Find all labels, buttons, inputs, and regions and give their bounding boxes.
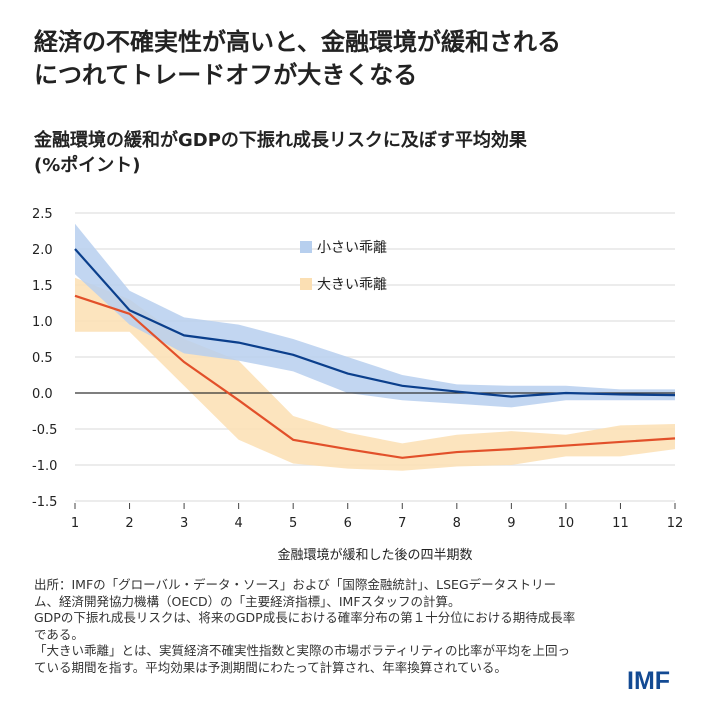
confidence-band	[75, 223, 675, 408]
x-tick-label: 3	[180, 516, 188, 531]
headline: 経済の不確実性が高いと、金融環境が緩和される につれてトレードオフが大きくなる	[34, 28, 562, 89]
x-tick-label: 5	[289, 516, 297, 531]
y-tick-label: -1.5	[32, 495, 57, 510]
y-tick-label: 0.5	[32, 351, 53, 366]
confidence-band	[75, 277, 675, 471]
x-tick-label: 8	[453, 516, 461, 531]
x-tick-label: 1	[71, 516, 79, 531]
y-tick-label: 1.5	[32, 279, 53, 294]
x-tick-label: 11	[612, 516, 629, 531]
legend-label: 小さい乖離	[317, 239, 387, 256]
legend-swatch	[300, 241, 312, 253]
x-tick-label: 2	[125, 516, 133, 531]
y-tick-label: -0.5	[32, 423, 57, 438]
x-tick-label: 6	[344, 516, 352, 531]
y-tick-label: 2.0	[32, 243, 53, 258]
chart-title: 金融環境の緩和がGDPの下振れ成長リスクに及ぼす平均効果 (%ポイント)	[34, 130, 527, 176]
series-line	[74, 248, 676, 398]
x-axis-label: 金融環境が緩和した後の四半期数	[277, 548, 473, 563]
x-tick-label: 4	[234, 516, 242, 531]
legend-label: 大きい乖離	[317, 276, 387, 293]
imf-logo: IMF	[627, 667, 671, 695]
x-tick-label: 12	[667, 516, 684, 531]
series-line	[74, 294, 676, 459]
footnote: 出所：IMFの「グローバル・データ・ソース」および「国際金融統計」、LSEGデー…	[34, 577, 576, 675]
y-tick-label: 0.0	[32, 387, 53, 402]
x-tick-label: 7	[398, 516, 406, 531]
y-tick-label: 1.0	[32, 315, 53, 330]
legend-swatch	[300, 278, 312, 290]
x-tick-label: 10	[558, 516, 575, 531]
y-tick-label: 2.5	[32, 207, 53, 222]
x-tick-label: 9	[507, 516, 515, 531]
y-tick-label: -1.0	[32, 459, 57, 474]
